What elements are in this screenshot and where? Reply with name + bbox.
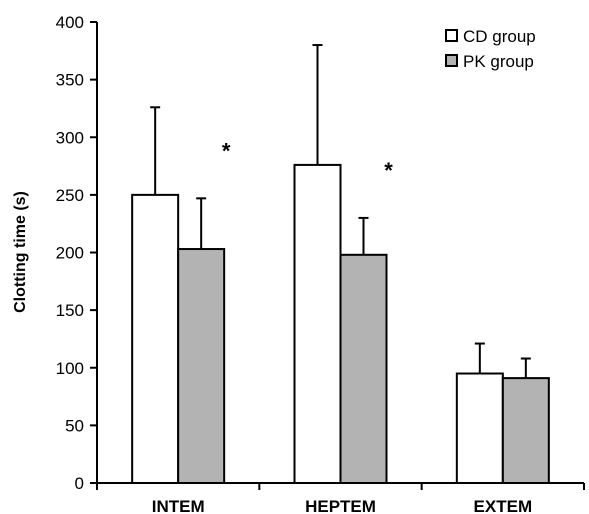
y-tick-label: 350 bbox=[56, 71, 84, 90]
y-tick-label: 250 bbox=[56, 186, 84, 205]
y-tick-label: 100 bbox=[56, 359, 84, 378]
bar-cd-group-extem bbox=[455, 372, 504, 485]
bar-pk-group-intem bbox=[177, 248, 226, 484]
x-category-label: EXTEM bbox=[474, 497, 533, 514]
legend-swatch-cd-group bbox=[445, 29, 458, 42]
bars-layer bbox=[131, 163, 550, 485]
x-category-label: HEPTEM bbox=[305, 497, 376, 514]
bar-pk-group-heptem bbox=[339, 253, 388, 484]
y-tick-label: 200 bbox=[56, 244, 84, 263]
legend-label: PK group bbox=[463, 52, 534, 71]
bar-cd-group-intem bbox=[131, 193, 180, 484]
error-bars-layer bbox=[150, 44, 531, 379]
y-tick-label: 0 bbox=[75, 474, 84, 493]
y-tick-label: 400 bbox=[56, 13, 84, 32]
y-tick-label: 150 bbox=[56, 301, 84, 320]
x-category-label: INTEM bbox=[152, 497, 205, 514]
significance-layer: ** bbox=[222, 138, 393, 183]
y-ticks-layer: 0 50 100 150 200 250 300 350 400 bbox=[56, 13, 97, 493]
legend-label: CD group bbox=[463, 27, 536, 46]
significance-asterisk: * bbox=[222, 138, 231, 163]
y-tick-label: 50 bbox=[65, 416, 84, 435]
bar-cd-group-heptem bbox=[293, 163, 342, 484]
y-tick-label: 300 bbox=[56, 128, 84, 147]
y-axis-title: Clotting time (s) bbox=[12, 191, 29, 313]
bar-pk-group-extem bbox=[501, 377, 550, 484]
legend-swatch-pk-group bbox=[445, 54, 458, 67]
x-ticks-layer: INTEM HEPTEM EXTEM bbox=[96, 483, 585, 514]
legend: CD group PK group bbox=[445, 27, 536, 71]
significance-asterisk: * bbox=[384, 158, 393, 183]
